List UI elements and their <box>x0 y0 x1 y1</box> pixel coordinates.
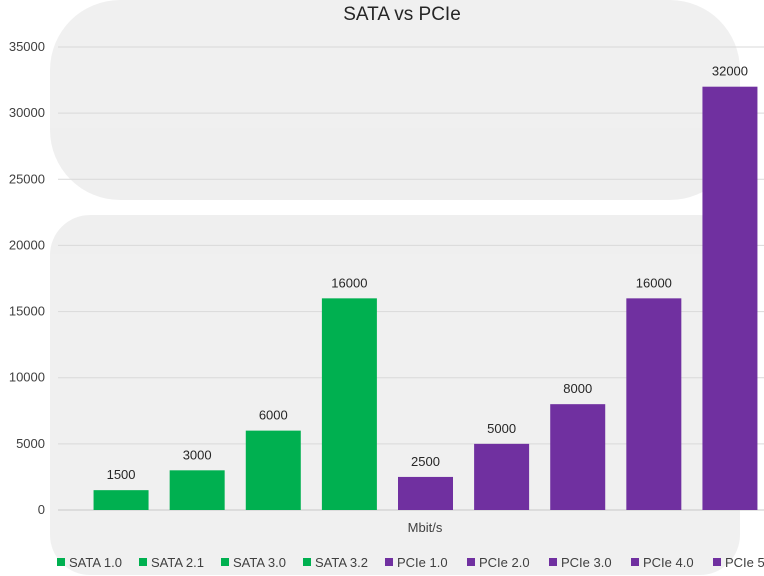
legend-swatch <box>139 558 147 566</box>
data-label: 1500 <box>107 467 136 482</box>
legend-swatch <box>467 558 475 566</box>
bar <box>398 476 453 510</box>
legend-item: PCIe 2.0 <box>479 555 530 570</box>
bar <box>93 490 149 510</box>
data-label: 5000 <box>487 421 516 436</box>
bar <box>169 470 225 510</box>
bar <box>321 298 377 510</box>
legend-item: SATA 3.2 <box>315 555 368 570</box>
y-axis-ticks: 0 5000 10000 15000 20000 25000 30000 35000 <box>9 39 45 517</box>
data-label: 3000 <box>183 447 212 462</box>
legend-swatch <box>713 558 721 566</box>
legend-item: PCIe 3.0 <box>561 555 612 570</box>
y-tick-label: 10000 <box>9 370 45 385</box>
legend-swatch <box>549 558 557 566</box>
bar <box>474 443 530 510</box>
data-label: 32000 <box>712 64 748 79</box>
data-label: 16000 <box>636 275 672 290</box>
data-label: 8000 <box>563 381 592 396</box>
legend: SATA 1.0 SATA 2.1 SATA 3.0 SATA 3.2 PCIe 1.0… <box>57 555 764 570</box>
y-tick-label: 30000 <box>9 105 45 120</box>
legend-swatch <box>631 558 639 566</box>
y-tick-label: 15000 <box>9 304 45 319</box>
x-axis-title: Mbit/s <box>408 520 443 535</box>
legend-swatch <box>303 558 311 566</box>
legend-item: PCIe 1.0 <box>397 555 448 570</box>
y-tick-label: 5000 <box>16 436 45 451</box>
chart-title: SATA vs PCIe <box>343 4 461 25</box>
bar <box>245 430 301 510</box>
bar <box>626 298 682 510</box>
data-label: 6000 <box>259 408 288 423</box>
legend-item: SATA 1.0 <box>69 555 122 570</box>
legend-swatch <box>385 558 393 566</box>
legend-item: SATA 2.1 <box>151 555 204 570</box>
legend-item: SATA 3.0 <box>233 555 286 570</box>
legend-swatch <box>57 558 65 566</box>
legend-item: PCIe 4.0 <box>643 555 694 570</box>
data-label: 16000 <box>331 275 367 290</box>
legend-item: PCIe 5.0 <box>725 555 764 570</box>
y-tick-label: 25000 <box>9 171 45 186</box>
y-tick-label: 20000 <box>9 237 45 252</box>
legend-swatch <box>221 558 229 566</box>
y-tick-label: 0 <box>38 502 45 517</box>
bar <box>550 404 606 510</box>
bar <box>702 86 758 510</box>
data-labels: 1500 3000 6000 16000 2500 5000 8000 16000 32000 <box>107 64 748 482</box>
y-tick-label: 35000 <box>9 39 45 54</box>
bars <box>93 86 758 510</box>
data-label: 2500 <box>411 454 440 469</box>
